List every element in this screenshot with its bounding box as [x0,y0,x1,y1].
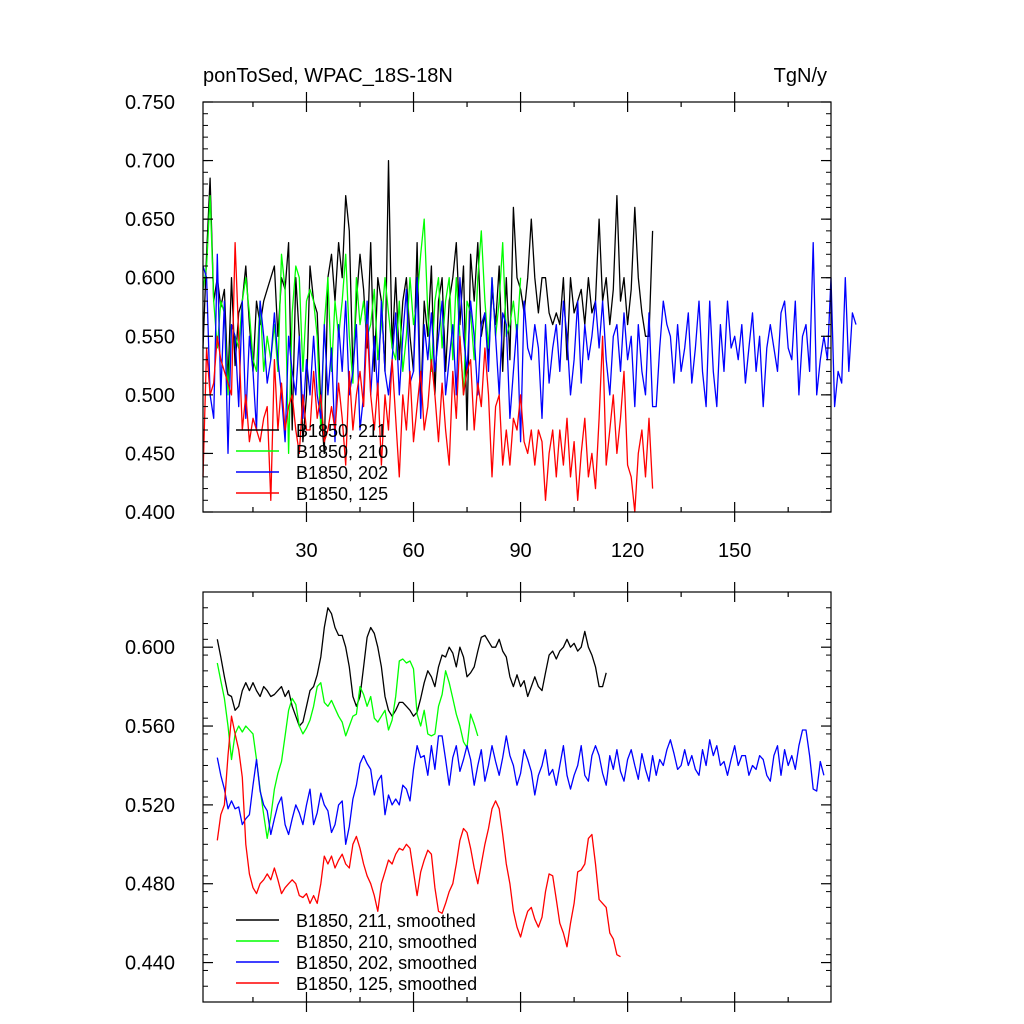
y-tick-label: 0.600 [125,268,175,290]
series-line-1-3 [216,715,621,958]
top-panel: 0.400 0.450 0.500 0.550 0.600 0.650 0.700 0.750… [125,65,857,562]
legend-label: B1850, 202 [296,463,388,483]
y-tick-label: 0.550 [125,326,175,348]
x-tick-label: 90 [509,540,531,562]
legend-label: B1850, 125 [296,484,388,504]
series-line-1-2 [216,729,825,845]
chart-title-right: TgN/y [774,65,827,87]
legend-label: B1850, 210 [296,442,388,462]
y-tick-label: 0.600 [125,637,175,659]
y-tick-label: 0.480 [125,874,175,896]
y-tick-label: 0.450 [125,443,175,465]
x-tick-label: 150 [718,540,751,562]
y-tick-label: 0.400 [125,502,175,524]
y-tick-label: 0.520 [125,795,175,817]
legend-label: B1850, 210, smoothed [296,932,477,952]
x-tick-label: 120 [611,540,644,562]
legend-label: B1850, 211 [296,421,387,441]
y-tick-label: 0.560 [125,716,175,738]
legend-label: B1850, 211, smoothed [296,911,476,931]
series-line-1-0 [216,607,607,727]
y-tick-label: 0.750 [125,92,175,114]
x-tick-label: 30 [295,540,317,562]
x-tick-label: 60 [402,540,424,562]
series-line-1-1 [216,658,479,840]
legend-label: B1850, 202, smoothed [296,953,477,973]
plot-frame [202,101,832,513]
legend-label: B1850, 125, smoothed [296,974,477,994]
series-line-0-2 [202,241,857,455]
y-tick-label: 0.700 [125,151,175,173]
y-tick-label: 0.440 [125,953,175,975]
series-line-0-1 [202,195,522,455]
bottom-panel: 0.440 0.480 0.520 0.560 0.600 B1850, 211, smo… [125,582,832,1012]
y-tick-label: 0.500 [125,385,175,407]
y-tick-label: 0.650 [125,209,175,231]
chart-title-left: ponToSed, WPAC_18S-18N [203,65,453,87]
